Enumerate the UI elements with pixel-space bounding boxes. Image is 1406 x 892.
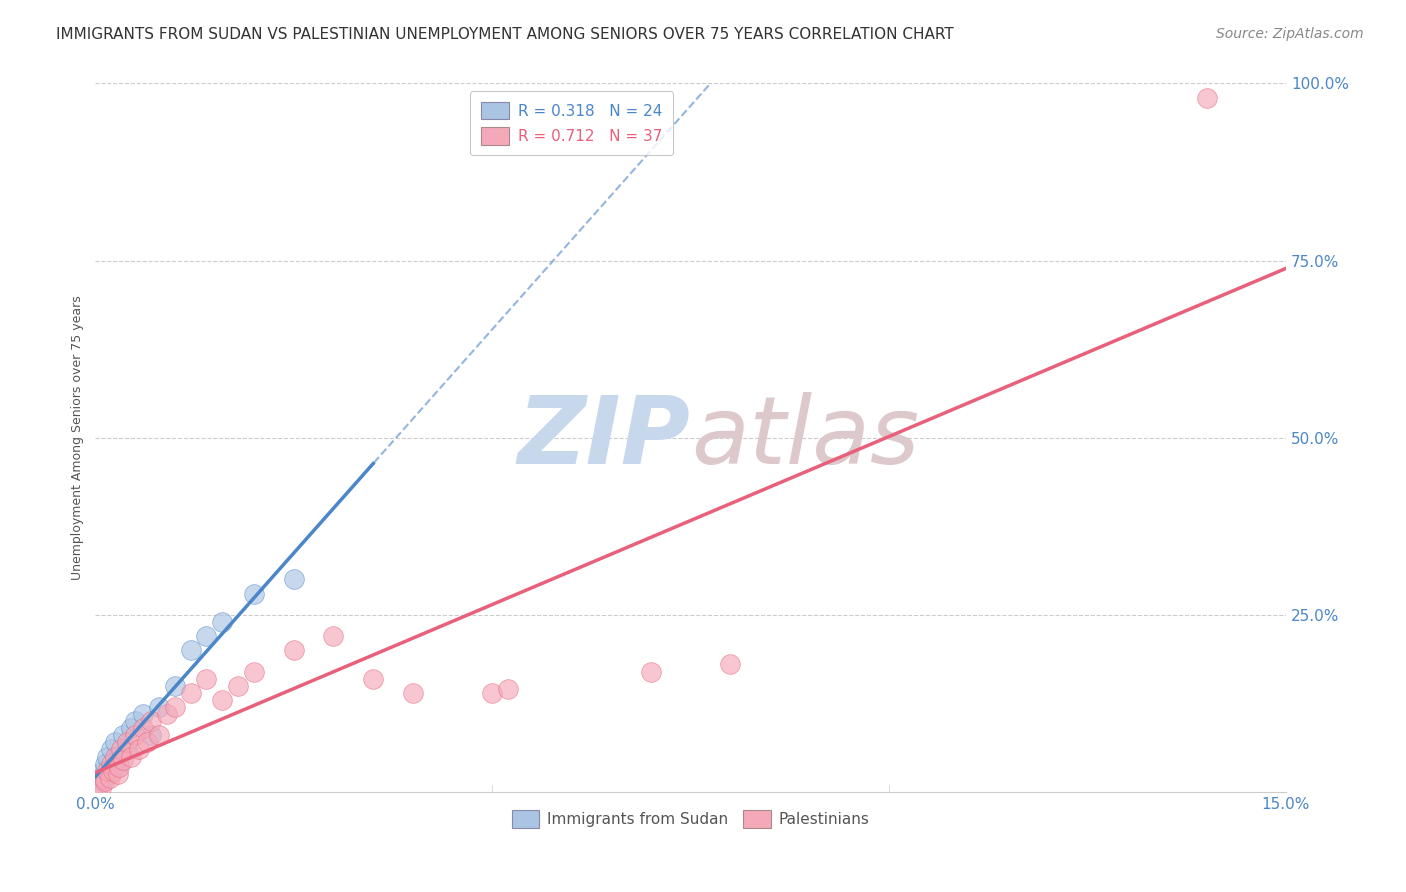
Point <box>108 760 131 774</box>
Text: atlas: atlas <box>690 392 920 483</box>
Point <box>101 760 124 774</box>
Legend: Immigrants from Sudan, Palestinians: Immigrants from Sudan, Palestinians <box>506 804 876 834</box>
Point <box>180 686 202 700</box>
Point <box>96 749 118 764</box>
Point <box>91 764 114 778</box>
Point <box>132 706 155 721</box>
Point <box>89 771 111 785</box>
Y-axis label: Unemployment Among Seniors over 75 years: Unemployment Among Seniors over 75 years <box>72 295 84 580</box>
Point <box>402 686 425 700</box>
Point <box>120 749 142 764</box>
Point <box>283 573 305 587</box>
Point <box>361 672 384 686</box>
Point <box>110 742 132 756</box>
Point <box>481 686 503 700</box>
Point <box>139 728 162 742</box>
Point <box>120 721 142 735</box>
Point <box>112 728 135 742</box>
Text: ZIP: ZIP <box>517 392 690 483</box>
Point <box>104 735 127 749</box>
Point <box>211 693 233 707</box>
Point <box>91 771 114 785</box>
Point <box>115 735 138 749</box>
Point <box>211 615 233 629</box>
Point <box>163 679 186 693</box>
Point <box>322 629 344 643</box>
Point <box>89 778 111 792</box>
Point <box>148 728 170 742</box>
Point <box>90 774 112 789</box>
Point <box>124 728 146 742</box>
Point <box>243 586 266 600</box>
Point <box>124 714 146 728</box>
Point <box>139 714 162 728</box>
Point <box>226 679 249 693</box>
Point <box>107 749 129 764</box>
Point <box>107 767 129 781</box>
Point <box>243 665 266 679</box>
Point <box>283 643 305 657</box>
Point <box>136 735 159 749</box>
Point <box>100 742 122 756</box>
Point <box>640 665 662 679</box>
Point <box>115 742 138 756</box>
Point <box>101 764 124 778</box>
Point <box>104 749 127 764</box>
Point <box>496 682 519 697</box>
Point <box>163 700 186 714</box>
Point <box>98 771 121 785</box>
Point <box>148 700 170 714</box>
Point <box>96 764 118 778</box>
Point <box>108 756 131 771</box>
Point <box>180 643 202 657</box>
Point <box>195 629 218 643</box>
Point <box>112 753 135 767</box>
Point <box>128 742 150 756</box>
Point <box>156 706 179 721</box>
Point <box>94 756 117 771</box>
Point <box>90 781 112 796</box>
Point <box>1195 90 1218 104</box>
Point <box>98 767 121 781</box>
Point <box>94 774 117 789</box>
Point <box>718 657 741 672</box>
Point <box>195 672 218 686</box>
Point <box>100 756 122 771</box>
Text: IMMIGRANTS FROM SUDAN VS PALESTINIAN UNEMPLOYMENT AMONG SENIORS OVER 75 YEARS CO: IMMIGRANTS FROM SUDAN VS PALESTINIAN UNE… <box>56 27 955 42</box>
Text: Source: ZipAtlas.com: Source: ZipAtlas.com <box>1216 27 1364 41</box>
Point <box>132 721 155 735</box>
